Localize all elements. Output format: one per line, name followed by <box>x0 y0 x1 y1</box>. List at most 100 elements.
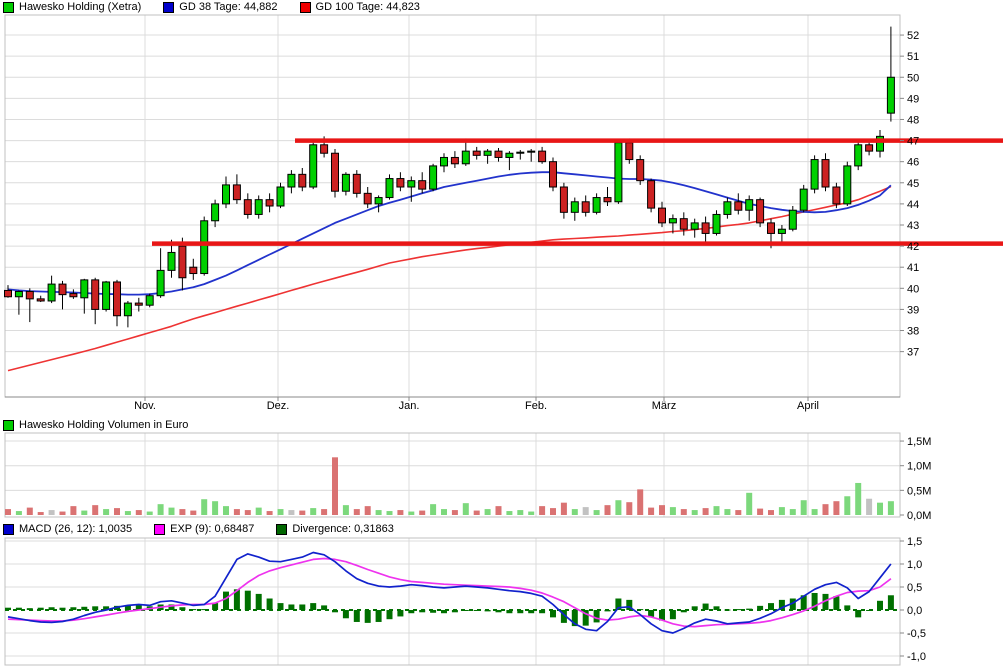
candle-body <box>614 142 623 203</box>
divergence-bar <box>48 607 55 610</box>
month-label: Feb. <box>525 400 547 412</box>
price-series-label: Hawesko Holding (Xetra) <box>19 1 142 13</box>
divergence-bar <box>768 603 774 610</box>
volume-bar <box>223 506 229 515</box>
candle-body <box>363 192 372 205</box>
divergence-bar <box>571 610 578 627</box>
volume-bar <box>375 510 382 515</box>
candle-body <box>472 150 481 156</box>
candle-body <box>440 156 448 167</box>
divergence-bar <box>223 591 229 610</box>
candle-body <box>123 302 132 317</box>
volume-bar <box>746 492 753 515</box>
volume-bar <box>70 506 77 515</box>
candle-body <box>211 203 220 222</box>
price-tick-label: 41 <box>907 262 919 274</box>
candle-body <box>559 186 568 213</box>
volume-bar <box>212 501 219 515</box>
volume-bar <box>255 507 262 515</box>
volume-bar <box>59 511 66 515</box>
volume-bar <box>441 509 447 515</box>
divergence-bar <box>462 610 469 611</box>
candle-body <box>690 222 699 230</box>
candle-body <box>886 76 895 114</box>
legend-item-divergence: Divergence: 0,31863 <box>276 523 394 536</box>
candle-body <box>331 152 339 192</box>
divergence-bar <box>669 610 676 620</box>
divergence-bar <box>680 610 687 613</box>
volume-bar <box>484 509 491 515</box>
month-label: Nov. <box>134 400 156 412</box>
candle-body <box>200 220 209 275</box>
volume-bar <box>855 482 862 515</box>
divergence-bar <box>266 598 273 610</box>
divergence-bar <box>735 609 742 611</box>
candle-body <box>156 269 165 297</box>
divergence-bar <box>495 610 502 613</box>
volume-bar <box>103 509 110 515</box>
candle-body <box>374 197 383 205</box>
volume-bar <box>517 510 524 515</box>
price-tick-label: 51 <box>907 51 919 63</box>
volume-bar <box>528 511 535 515</box>
divergence-bar <box>506 610 513 614</box>
price-tick-label: 37 <box>907 347 919 359</box>
candle-body <box>58 283 67 296</box>
divergence-bar <box>430 610 437 613</box>
exp-label: EXP (9): 0,68487 <box>170 523 255 535</box>
volume-bar <box>539 506 546 515</box>
divergence-bar <box>550 610 556 618</box>
divergence-bar <box>887 595 894 610</box>
volume-bar <box>332 457 338 515</box>
candle-body <box>450 156 459 165</box>
candle-body <box>134 302 143 306</box>
macd-panel: 1,5 1,0 0,5 0,0 -0,5 -1,0 <box>4 536 926 666</box>
candle-body <box>625 142 634 161</box>
candle-body <box>254 199 263 215</box>
month-label: Jan. <box>399 400 420 412</box>
volume-bar <box>233 509 240 515</box>
volume-bar <box>757 508 764 515</box>
candle-body <box>178 245 187 279</box>
divergence-bar <box>408 610 415 614</box>
divergence-bar <box>778 599 785 610</box>
gd38-swatch <box>163 2 175 13</box>
candle-body <box>36 298 45 302</box>
volume-bar <box>37 512 44 515</box>
price-tick-label: 49 <box>907 93 919 105</box>
exp-swatch <box>154 524 166 535</box>
candle-body <box>516 151 525 154</box>
divergence-bar <box>190 609 197 611</box>
gd38-label: GD 38 Tage: 44,882 <box>179 1 278 13</box>
candle-body <box>505 152 514 158</box>
volume-bar <box>419 510 426 515</box>
volume-bar <box>724 509 731 515</box>
candle-body <box>832 186 841 205</box>
legend-item-gd38: GD 38 Tage: 44,882 <box>163 1 278 14</box>
volume-bar <box>353 509 360 515</box>
divergence-bar <box>539 610 546 614</box>
price-panel-border <box>4 14 901 398</box>
divergence-bar <box>310 603 317 610</box>
volume-bar <box>342 505 349 515</box>
legend-item-macd: MACD (26, 12): 1,0035 <box>3 523 132 536</box>
candle-body <box>876 135 884 152</box>
volume-bar <box>168 507 175 515</box>
candle-body <box>352 173 361 194</box>
divergence-bar <box>353 610 360 622</box>
price-legend: Hawesko Holding (Xetra) GD 38 Tage: 44,8… <box>3 1 442 14</box>
candle-body <box>145 295 154 306</box>
divergence-bar <box>517 610 524 614</box>
legend-item-volume: Hawesko Holding Volumen in Euro <box>3 419 188 432</box>
volume-bar <box>5 509 11 515</box>
volume-bar <box>48 510 55 515</box>
candle-body <box>777 228 786 234</box>
volume-bar <box>288 510 295 515</box>
macd-tick-label: -0,5 <box>907 628 926 640</box>
divergence-bar <box>637 609 644 611</box>
divergence-bar <box>103 606 110 610</box>
candle-body <box>298 173 307 188</box>
volume-bar <box>713 506 720 515</box>
macd-tick-label: 0,0 <box>907 605 922 617</box>
candle-body <box>647 180 656 209</box>
